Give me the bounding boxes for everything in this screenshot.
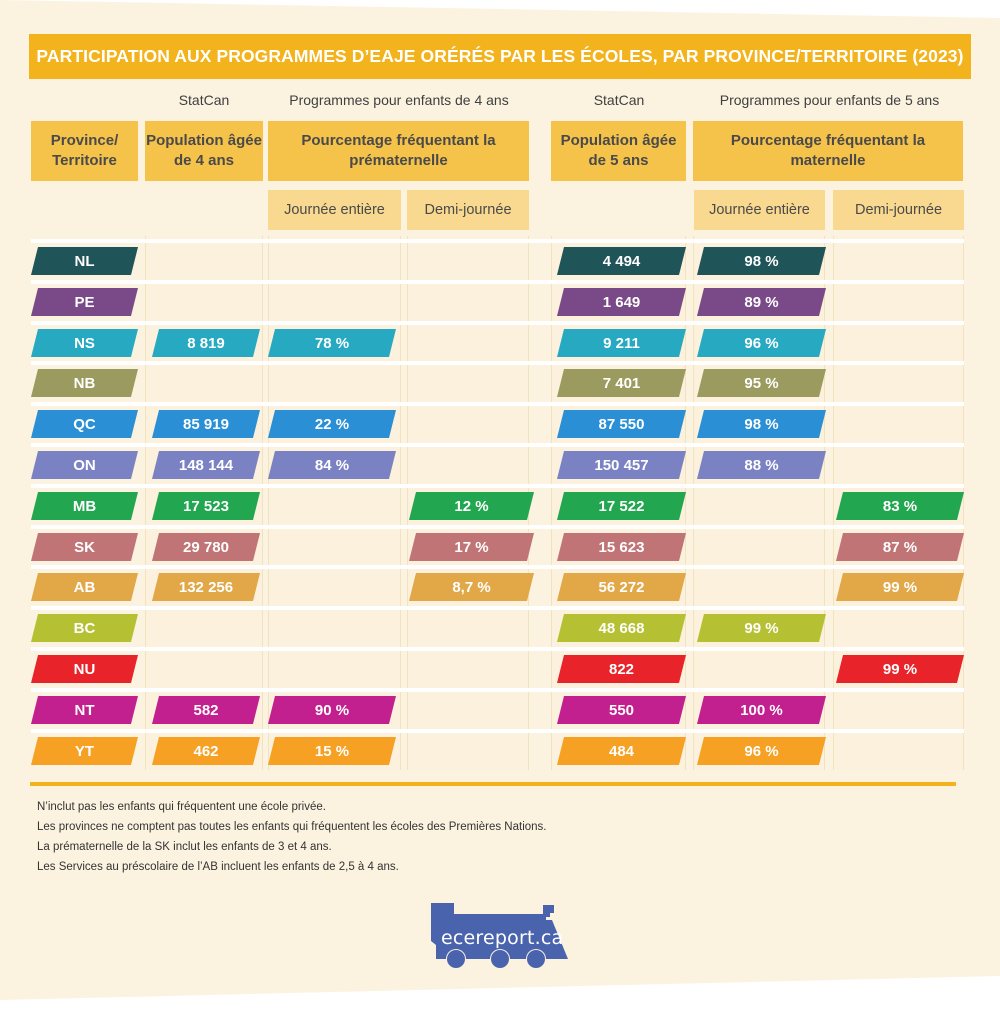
footnotes: N’inclut pas les enfants qui fréquentent… [37,797,546,877]
pop4-value: 29 780 [152,533,260,561]
pop4-value: 582 [152,696,260,724]
province-tag: ON [31,451,138,479]
full-day-4-value: 22 % [268,410,396,438]
row-separator [31,688,964,692]
full-day-5-value: 96 % [697,329,826,357]
pop5-value: 15 623 [557,533,686,561]
province-tag: SK [31,533,138,561]
province-tag: NT [31,696,138,724]
super-header-statcan-4: StatCan [178,92,230,108]
column-background [268,236,401,770]
province-tag: AB [31,573,138,601]
row-separator [31,321,964,325]
pop5-value: 150 457 [557,451,686,479]
subheader-full-day-4: Journée entière [268,190,401,230]
pop4-value: 132 256 [152,573,260,601]
pop5-value: 48 668 [557,614,686,642]
province-tag: BC [31,614,138,642]
header-pct5: Pourcentage fréquentant la maternelle [693,121,963,181]
half-day-4-value: 12 % [409,492,534,520]
pop5-value: 87 550 [557,410,686,438]
pop5-value: 822 [557,655,686,683]
half-day-5-value: 87 % [836,533,964,561]
half-day-4-value: 17 % [409,533,534,561]
subheader-full-day-5: Journée entière [694,190,825,230]
full-day-5-value: 95 % [697,369,826,397]
row-separator [31,647,964,651]
row-separator [31,525,964,529]
header-pop5: Population âgée de 5 ans [551,121,686,181]
province-tag: QC [31,410,138,438]
footnote: Les provinces ne comptent pas toutes les… [37,821,547,833]
subheader-half-day-5: Demi-journée [833,190,964,230]
full-day-5-value: 100 % [697,696,826,724]
province-tag: NL [31,247,138,275]
row-separator [31,361,964,365]
pop4-value: 17 523 [152,492,260,520]
logo-text: ecereport.ca [441,927,564,949]
full-day-5-value: 96 % [697,737,826,765]
half-day-5-value: 99 % [836,573,964,601]
row-separator [31,443,964,447]
row-separator [31,239,964,243]
pop5-value: 56 272 [557,573,686,601]
full-day-4-value: 90 % [268,696,396,724]
row-separator [31,402,964,406]
row-separator [31,484,964,488]
divider-rule [30,782,956,786]
half-day-5-value: 83 % [836,492,964,520]
province-tag: NU [31,655,138,683]
pop4-value: 85 919 [152,410,260,438]
footnote: La prématernelle de la SK inclut les enf… [37,841,332,853]
full-day-5-value: 99 % [697,614,826,642]
train-logo-icon [431,903,568,968]
full-day-5-value: 89 % [697,288,826,316]
full-day-5-value: 88 % [697,451,826,479]
half-day-4-value: 8,7 % [409,573,534,601]
province-tag: PE [31,288,138,316]
row-separator [31,565,964,569]
half-day-5-value: 99 % [836,655,964,683]
pop5-value: 4 494 [557,247,686,275]
header-pct4: Pourcentage fréquentant la prématernelle [268,121,529,181]
page-title: PARTICIPATION AUX PROGRAMMES D’EAJE ORÉR… [29,34,971,79]
pop5-value: 7 401 [557,369,686,397]
super-header-programs-5: Programmes pour enfants de 5 ans [719,92,940,108]
super-header-programs-4: Programmes pour enfants de 4 ans [289,92,509,108]
pop5-value: 550 [557,696,686,724]
full-day-5-value: 98 % [697,247,826,275]
full-day-5-value: 98 % [697,410,826,438]
pop5-value: 484 [557,737,686,765]
pop4-value: 462 [152,737,260,765]
province-tag: MB [31,492,138,520]
full-day-4-value: 84 % [268,451,396,479]
pop5-value: 9 211 [557,329,686,357]
header-province: Province/ Territoire [31,121,138,181]
footnote: Les Services au préscolaire de l’AB incl… [37,861,399,873]
province-tag: YT [31,737,138,765]
header-pop4: Population âgée de 4 ans [145,121,263,181]
footnote: N’inclut pas les enfants qui fréquentent… [37,801,326,813]
full-day-4-value: 15 % [268,737,396,765]
pop4-value: 8 819 [152,329,260,357]
province-tag: NB [31,369,138,397]
pop5-value: 1 649 [557,288,686,316]
province-tag: NS [31,329,138,357]
row-separator [31,606,964,610]
column-background [693,236,825,770]
super-header-statcan-5: StatCan [593,92,645,108]
subheader-half-day-4: Demi-journée [407,190,529,230]
row-separator [31,729,964,733]
pop4-value: 148 144 [152,451,260,479]
row-separator [31,280,964,284]
pop5-value: 17 522 [557,492,686,520]
full-day-4-value: 78 % [268,329,396,357]
